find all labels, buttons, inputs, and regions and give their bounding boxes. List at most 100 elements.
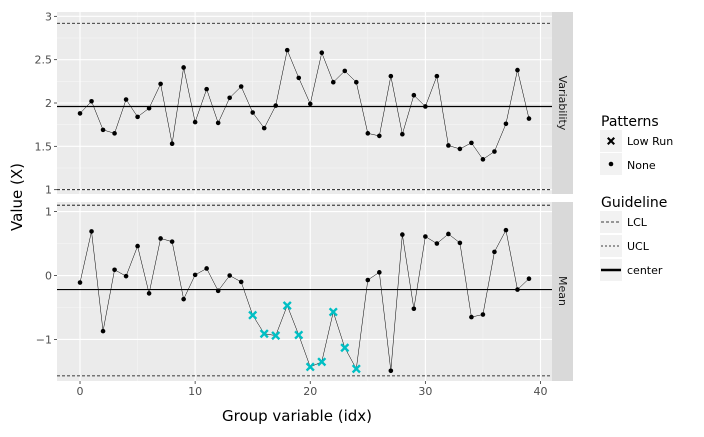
data-point <box>480 312 486 317</box>
legend-guideline: Guideline LCL UCL center <box>600 195 667 281</box>
data-point <box>123 97 129 102</box>
data-point <box>204 266 209 271</box>
data-point <box>319 50 325 56</box>
y-tick-label: 1 <box>45 206 52 219</box>
data-point <box>215 120 221 126</box>
data-point <box>503 227 509 233</box>
data-point <box>158 81 163 87</box>
data-point <box>250 110 255 115</box>
data-point <box>181 65 186 70</box>
data-point <box>365 277 371 283</box>
data-point <box>457 240 463 246</box>
y-tick-label: 3 <box>45 10 52 23</box>
data-point <box>400 232 405 237</box>
strip-variability <box>552 12 573 194</box>
panel-mean-background <box>57 202 552 381</box>
data-point <box>112 131 117 136</box>
data-point-low-run <box>259 329 269 339</box>
x-tick-label: 30 <box>418 385 432 398</box>
legend-key-low-run-marker <box>607 137 615 145</box>
data-point <box>526 116 532 121</box>
data-point <box>169 141 175 147</box>
data-point-low-run <box>248 310 258 320</box>
data-point <box>227 95 232 101</box>
y-axis-title: Value (X) <box>8 163 26 231</box>
data-point <box>169 239 175 244</box>
legend-guideline-title: Guideline <box>601 195 667 211</box>
panel-mean-series <box>79 229 530 371</box>
data-point <box>342 68 348 74</box>
data-point <box>400 131 405 137</box>
panel-variability: 1 1.5 2 2.5 3 Variability <box>35 10 573 197</box>
legend-patterns: Patterns Low Run None <box>600 114 673 175</box>
data-point <box>388 73 394 79</box>
data-point <box>377 133 382 139</box>
data-point <box>273 103 279 108</box>
panel-variability-y-ticks: 1 1.5 2 2.5 3 <box>35 10 57 197</box>
data-point <box>192 272 198 278</box>
legend-label-center: center <box>627 264 663 277</box>
data-point <box>503 121 509 127</box>
legend-patterns-title: Patterns <box>601 114 659 130</box>
data-point <box>365 131 371 136</box>
x-tick-label: 10 <box>188 385 202 398</box>
legend-key-none-marker <box>608 161 614 167</box>
data-point <box>354 79 359 85</box>
data-point <box>158 236 163 241</box>
data-point <box>515 67 520 73</box>
data-point <box>446 143 451 148</box>
y-tick-label: 1.5 <box>35 140 53 153</box>
data-point <box>457 146 463 152</box>
panel-variability-points <box>77 47 532 162</box>
x-axis-title: Group variable (idx) <box>222 407 372 425</box>
legend-label-low-run: Low Run <box>627 135 673 148</box>
data-point <box>492 249 497 255</box>
y-tick-label: −1 <box>36 333 52 346</box>
data-point <box>526 276 532 282</box>
panel-mean-guidelines <box>57 204 552 377</box>
data-point <box>146 105 152 111</box>
y-tick-label: 0 <box>45 270 52 283</box>
panel-mean: −1 0 1 Mean <box>36 202 573 381</box>
panel-mean-grid <box>57 202 552 381</box>
data-point <box>123 273 129 279</box>
data-point <box>89 229 94 234</box>
data-point <box>146 291 152 296</box>
data-point-low-run <box>317 357 327 367</box>
strip-mean-label: Mean <box>556 276 569 306</box>
data-point-low-run <box>340 343 350 353</box>
data-point <box>434 241 440 246</box>
data-point <box>135 114 140 120</box>
data-point <box>423 104 428 109</box>
panel-variability-series <box>79 49 530 160</box>
data-point <box>112 267 117 273</box>
legend-label-ucl: UCL <box>627 240 650 253</box>
data-point-low-run <box>271 331 281 341</box>
legend-label-none: None <box>627 159 656 172</box>
data-point <box>100 127 106 133</box>
data-point-low-run <box>351 364 361 374</box>
data-point <box>100 328 106 334</box>
data-point <box>411 92 417 98</box>
panel-mean-points <box>77 227 532 374</box>
x-tick-label: 40 <box>533 385 547 398</box>
data-point <box>423 234 428 239</box>
data-point <box>135 243 140 249</box>
data-point-low-run <box>328 307 338 317</box>
panel-variability-guidelines <box>57 22 552 191</box>
data-point <box>284 47 290 53</box>
y-tick-label: 2.5 <box>35 54 53 67</box>
y-tick-label: 2 <box>45 97 52 110</box>
legend-label-lcl: LCL <box>627 216 648 229</box>
data-point-low-run <box>305 362 315 372</box>
strip-mean <box>552 202 573 381</box>
data-point <box>227 273 232 278</box>
data-point <box>181 296 186 302</box>
x-axis-ticks: 0 10 20 30 40 <box>77 381 547 398</box>
data-point <box>192 119 198 125</box>
data-point <box>388 368 394 374</box>
strip-variability-label: Variability <box>556 76 569 131</box>
data-point <box>77 111 83 116</box>
data-point <box>261 125 267 131</box>
